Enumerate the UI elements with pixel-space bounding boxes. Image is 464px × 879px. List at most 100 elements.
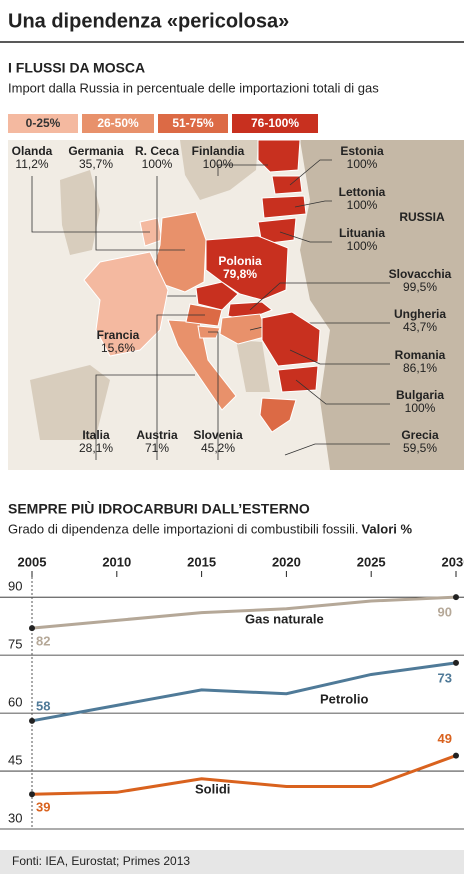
legend-label: 0-25% <box>26 116 61 130</box>
series-line <box>31 595 457 630</box>
country-name: Olanda <box>12 144 53 158</box>
country-value: 100% <box>142 157 173 171</box>
country-name: Slovacchia <box>389 267 452 281</box>
country-value: 79,8% <box>223 267 257 281</box>
legend-swatch <box>232 114 318 133</box>
leader-line <box>284 443 390 456</box>
country-name: R. Ceca <box>135 144 179 158</box>
unit-note: Valori % <box>361 521 412 536</box>
data-label: 82 <box>36 634 50 649</box>
leader-line <box>249 282 390 311</box>
x-tick-label: 2020 <box>272 554 301 569</box>
x-tick-label: 2015 <box>187 554 216 569</box>
country-name: Bulgaria <box>396 388 444 402</box>
data-label: 90 <box>438 605 452 620</box>
page-title: Una dipendenza «pericolosa» <box>8 10 289 32</box>
leader-line <box>279 231 332 243</box>
point <box>453 594 459 601</box>
y-tick-label: 45 <box>8 752 22 767</box>
legend-swatch <box>8 114 78 133</box>
country-name: Finlandia <box>192 144 245 158</box>
region-label: RUSSIA <box>399 210 445 224</box>
country-name: Slovenia <box>193 428 243 442</box>
legend-label: 51-75% <box>172 116 214 130</box>
country-value: 100% <box>347 239 378 253</box>
legend-swatch <box>158 114 228 133</box>
leader-line <box>217 164 268 176</box>
country <box>271 175 303 195</box>
leader-line <box>289 159 332 186</box>
country-name: Italia <box>82 428 110 442</box>
country-value: 99,5% <box>403 280 437 294</box>
country <box>257 139 301 173</box>
leader-line <box>31 176 150 233</box>
country-value: 15,6% <box>101 341 135 355</box>
country-name: Ungheria <box>394 307 446 321</box>
country-name: Francia <box>97 328 140 342</box>
y-tick-label: 90 <box>8 579 22 594</box>
country-name: Grecia <box>401 428 439 442</box>
country-value: 35,7% <box>79 157 113 171</box>
leader-line <box>95 374 195 460</box>
country-value: 28,1% <box>79 441 113 455</box>
x-tick-label: 2005 <box>18 554 47 569</box>
chart-title: SEMPRE PIÙ IDROCARBURI DALL’ESTERNO <box>8 500 310 517</box>
footer-band <box>0 850 464 874</box>
country-value: 11,2% <box>15 157 48 171</box>
country <box>219 313 269 345</box>
country-value: 100% <box>203 157 234 171</box>
legend-label: 26-50% <box>97 116 139 130</box>
source: Fonti: IEA, Eurostat; Primes 2013 <box>12 854 190 868</box>
series-name: Solidi <box>195 781 230 796</box>
country-value: 59,5% <box>403 441 437 455</box>
country <box>195 281 239 311</box>
series-line <box>31 754 457 796</box>
leader-line <box>295 379 390 405</box>
data-label: 49 <box>438 731 452 746</box>
country-name: Lettonia <box>339 185 386 199</box>
country-name: Lituania <box>339 226 385 240</box>
data-label: 58 <box>36 698 50 713</box>
land <box>180 140 258 200</box>
country-value: 71% <box>145 441 169 455</box>
country-name: Austria <box>136 428 178 442</box>
country-value: 100% <box>347 198 378 212</box>
country-value: 45,2% <box>201 441 235 455</box>
leader-line <box>289 349 390 365</box>
point <box>453 659 459 666</box>
country <box>259 397 297 433</box>
land <box>60 170 100 255</box>
leader-line <box>156 314 205 460</box>
point <box>29 717 35 724</box>
country-name: Estonia <box>340 144 384 158</box>
country <box>205 235 289 301</box>
legend-swatch <box>82 114 154 133</box>
country-value: 100% <box>347 157 378 171</box>
leader-line <box>294 200 332 208</box>
country-name: Germania <box>68 144 124 158</box>
point <box>29 791 35 798</box>
y-tick-label: 75 <box>8 637 22 652</box>
point <box>29 625 35 632</box>
country-value: 100% <box>405 401 436 415</box>
land <box>30 365 110 440</box>
land <box>236 340 270 392</box>
legend-label: 76-100% <box>251 116 299 130</box>
land <box>300 140 464 470</box>
data-label: 73 <box>438 670 452 685</box>
country-name: Polonia <box>218 254 262 268</box>
country <box>154 211 207 293</box>
country <box>261 195 307 219</box>
data-label: 39 <box>36 800 50 815</box>
country <box>83 251 169 357</box>
y-tick-label: 60 <box>8 695 22 710</box>
chart-subtitle: Grado di dipendenza delle importazioni d… <box>8 521 358 536</box>
point <box>453 752 459 759</box>
y-tick-label: 30 <box>8 810 22 825</box>
map-title: I FLUSSI DA MOSCA <box>8 60 145 76</box>
series-name: Petrolio <box>320 691 368 706</box>
map-subtitle: Import dalla Russia in percentuale delle… <box>8 80 379 95</box>
country <box>261 311 321 367</box>
